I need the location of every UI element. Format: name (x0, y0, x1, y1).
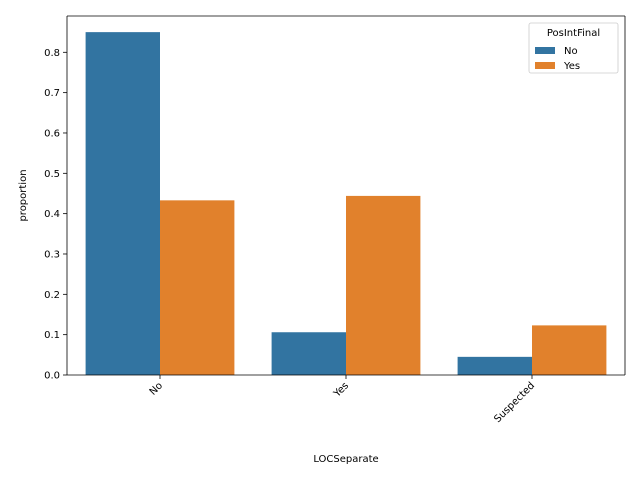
y-tick-label: 0.8 (44, 48, 60, 59)
bars-layer (85, 32, 607, 376)
y-tick-label: 0.2 (44, 290, 60, 301)
legend-box (528, 22, 619, 74)
legend-label-no: No (564, 46, 578, 57)
y-tick-label: 0.5 (44, 169, 60, 180)
y-tick-label: 0.1 (44, 330, 60, 341)
x-tick-label: Yes (331, 380, 351, 400)
bar-no-yes (160, 200, 235, 375)
y-tick-label: 0.7 (44, 88, 60, 99)
y-axis-label: proportion (18, 169, 29, 221)
bar-suspected-yes (532, 325, 607, 375)
y-tick-label: 0.3 (44, 249, 60, 260)
x-tick-label: No (148, 380, 165, 397)
legend-swatch-no (535, 47, 555, 54)
bar-yes-no (271, 332, 346, 375)
y-tick-label: 0.6 (44, 128, 60, 139)
x-axis-label: LOCSeparate (313, 454, 378, 465)
bar-no-no (85, 32, 160, 376)
legend: PosIntFinal No Yes (528, 22, 619, 74)
legend-swatch-yes (535, 62, 555, 69)
legend-label-yes: Yes (563, 61, 580, 72)
y-tick-label: 0.4 (44, 209, 60, 220)
x-tick-label: Suspected (492, 380, 537, 425)
bar-yes-yes (346, 195, 421, 375)
legend-title: PosIntFinal (547, 28, 600, 39)
bar-suspected-no (457, 356, 532, 375)
y-tick-label: 0.0 (44, 371, 60, 382)
